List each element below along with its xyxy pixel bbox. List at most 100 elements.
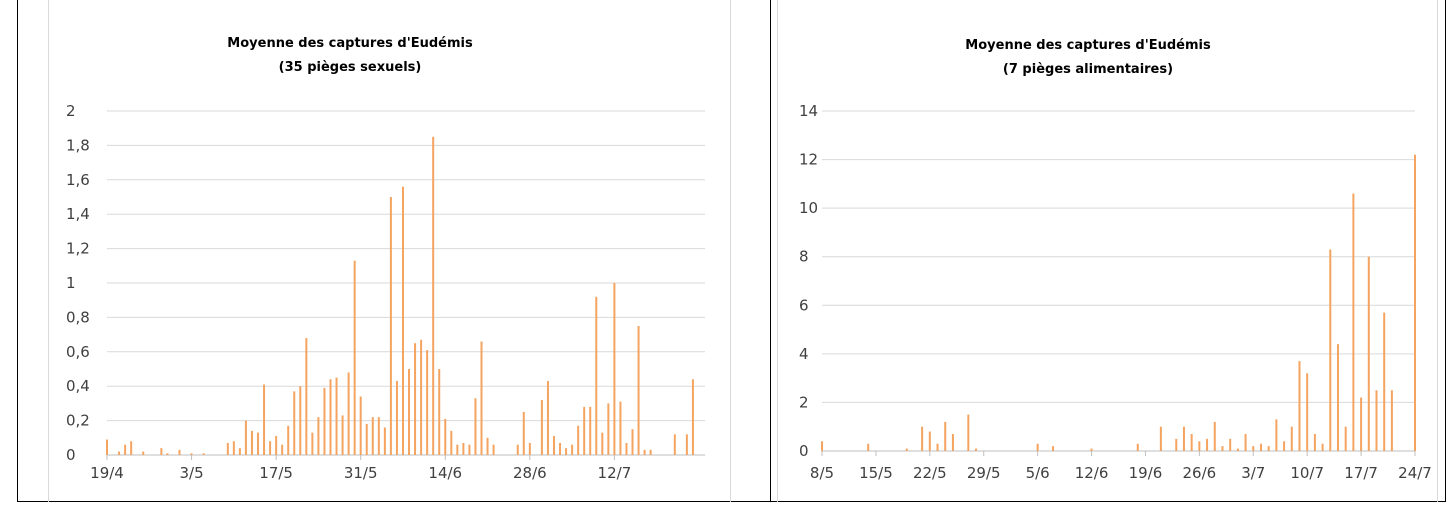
bar	[124, 444, 127, 455]
bar	[607, 403, 610, 455]
bar	[928, 431, 931, 451]
bar	[438, 369, 441, 455]
chart-svg-food-traps: Moyenne des captures d'Eudémis (7 pièges…	[799, 38, 1432, 482]
bar	[232, 441, 235, 455]
bar	[643, 449, 646, 455]
right-shade-line-right	[1437, 0, 1438, 502]
bar	[353, 260, 356, 455]
bar	[1313, 434, 1316, 451]
bar	[250, 430, 253, 455]
bar	[329, 379, 332, 455]
y-tick-label: 0,4	[66, 377, 90, 395]
chart-panel-food-traps: Moyenne des captures d'Eudémis (7 pièges…	[777, 0, 1437, 502]
bar	[462, 442, 465, 455]
bar	[1290, 426, 1293, 451]
x-tick-label: 3/7	[1241, 464, 1265, 482]
bar	[1360, 397, 1363, 451]
bar	[480, 341, 483, 455]
bar	[474, 398, 477, 455]
bar	[365, 424, 368, 455]
bar	[142, 451, 145, 455]
x-tick-label: 17/5	[259, 464, 293, 482]
bar	[1321, 443, 1324, 451]
bar	[1383, 312, 1386, 451]
bar	[486, 437, 489, 455]
bar	[821, 441, 823, 451]
bar	[546, 381, 549, 455]
y-tick-label: 6	[799, 296, 809, 314]
x-tick-label: 26/6	[1183, 464, 1217, 482]
bar	[691, 379, 694, 455]
bar	[317, 417, 320, 455]
x-tick-label: 12/6	[1075, 464, 1109, 482]
x-tick-label: 12/7	[598, 464, 632, 482]
y-tick-label: 8	[799, 248, 809, 266]
y-tick-label: 12	[799, 151, 818, 169]
bar	[1267, 446, 1270, 451]
bar	[577, 425, 580, 455]
y-tick-label: 4	[799, 345, 809, 363]
x-tick-label: 31/5	[344, 464, 378, 482]
bar	[613, 283, 616, 455]
bar	[377, 417, 380, 455]
bar	[571, 444, 574, 455]
bar	[1090, 448, 1093, 451]
bar	[106, 439, 108, 455]
y-tick-label: 14	[799, 102, 818, 120]
bar	[408, 369, 411, 455]
x-tick-label: 8/5	[810, 464, 834, 482]
bar	[160, 448, 163, 455]
bar	[287, 425, 290, 455]
y-tick-label: 1	[66, 274, 76, 292]
outer-frame	[17, 0, 1446, 502]
chart-title-line2: (35 pièges sexuels)	[279, 60, 422, 75]
bar	[1414, 154, 1416, 451]
bar	[601, 432, 604, 455]
bar	[1221, 446, 1224, 451]
x-tick-label: 29/5	[967, 464, 1001, 482]
x-tick-label: 5/6	[1026, 464, 1050, 482]
bar	[1344, 426, 1347, 451]
panel-divider	[770, 0, 771, 502]
bar	[275, 436, 278, 455]
bar	[130, 441, 133, 455]
chart-svg-sexual-traps: Moyenne des captures d'Eudémis (35 piège…	[66, 36, 705, 482]
bar	[921, 426, 924, 451]
bar	[637, 326, 640, 455]
bar	[522, 412, 525, 455]
chart-title-line1: Moyenne des captures d'Eudémis	[227, 36, 473, 51]
bar	[619, 401, 622, 455]
bar	[426, 350, 429, 455]
bar	[323, 387, 326, 455]
bar	[867, 443, 870, 451]
bar	[226, 442, 229, 455]
chart-title-line1: Moyenne des captures d'Eudémis	[965, 38, 1211, 53]
bar	[347, 372, 350, 455]
bar	[305, 338, 308, 455]
bar	[951, 434, 954, 451]
bar	[631, 429, 634, 455]
bar	[516, 444, 519, 455]
bar	[1275, 419, 1278, 451]
bar	[444, 418, 447, 455]
x-tick-label: 15/5	[859, 464, 893, 482]
bar	[238, 448, 241, 455]
x-tick-label: 14/6	[428, 464, 462, 482]
bar	[559, 442, 562, 455]
bar	[371, 417, 374, 455]
y-tick-label: 0,6	[66, 343, 90, 361]
bar	[625, 442, 628, 455]
bar	[583, 406, 586, 455]
bar	[118, 451, 121, 455]
bar	[450, 430, 453, 455]
bar	[359, 396, 362, 455]
y-tick-label: 1,2	[66, 240, 90, 258]
bar	[967, 414, 970, 451]
bar	[335, 377, 338, 455]
y-tick-label: 2	[799, 393, 809, 411]
bar	[420, 339, 423, 455]
bar	[1190, 434, 1193, 451]
y-tick-label: 1,6	[66, 171, 90, 189]
bar	[1198, 441, 1201, 451]
bar	[565, 448, 568, 455]
